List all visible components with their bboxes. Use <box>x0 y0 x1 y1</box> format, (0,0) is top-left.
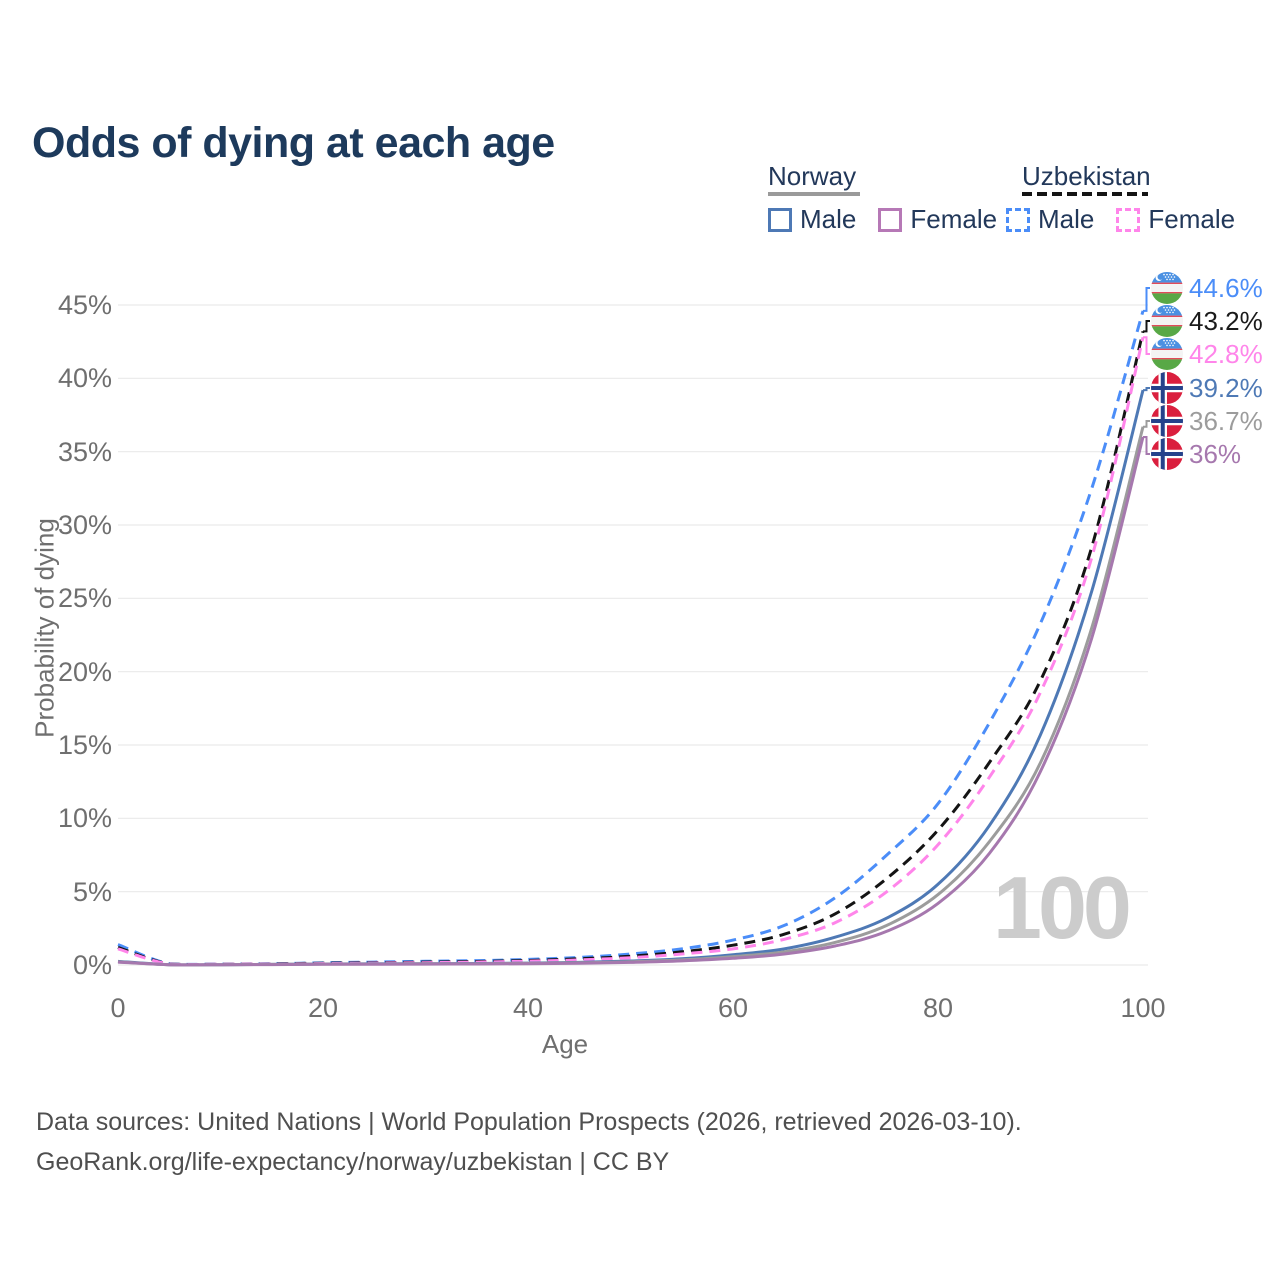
end-label-uzbekistan-both: 43.2% <box>1151 305 1263 337</box>
series-line-uzbekistan-female <box>117 336 1145 967</box>
uzbekistan-flag-icon <box>1151 338 1183 370</box>
end-label-value-norway-female: 36% <box>1189 438 1242 469</box>
legend-uzbekistan-female-swatch[interactable] <box>1116 207 1141 232</box>
legend-norway-female-swatch[interactable] <box>878 207 903 232</box>
y-tick-label-0: 0% <box>72 950 112 980</box>
norway-flag-icon <box>1151 438 1183 470</box>
norway-flag-icon <box>1151 372 1183 404</box>
series-line-uzbekistan-male <box>117 310 1145 966</box>
legend-group-uzbekistan-title[interactable]: Uzbekistan <box>1022 161 1151 191</box>
end-label-norway-female: 36% <box>1151 438 1241 470</box>
x-axis-title: Age <box>541 1029 589 1059</box>
legend-norway-male-swatch[interactable] <box>768 207 792 232</box>
legend-uzbekistan-line-swatch <box>1022 192 1148 196</box>
y-tick-label-30: 30% <box>57 509 112 540</box>
end-label-value-norway-both: 36.7% <box>1189 405 1263 436</box>
end-label-leader-norway-both <box>1143 420 1150 428</box>
y-axis-title: Probability of dying <box>29 518 60 738</box>
end-label-leader-norway-female <box>1143 435 1150 455</box>
end-label-leader-uzbekistan-both <box>1143 320 1150 333</box>
x-tick-label-0: 0 <box>110 993 126 1023</box>
y-tick-label-35: 35% <box>57 436 112 467</box>
uzbekistan-flag-icon <box>1151 305 1183 337</box>
legend-group-norway-title[interactable]: Norway <box>768 161 857 191</box>
end-label-norway-both: 36.7% <box>1151 405 1263 437</box>
end-label-uzbekistan-female: 42.8% <box>1151 338 1263 370</box>
end-label-norway-male: 39.2% <box>1151 372 1263 404</box>
x-tick-label-20: 20 <box>307 993 339 1023</box>
end-label-value-norway-male: 39.2% <box>1189 372 1263 403</box>
y-tick-label-15: 15% <box>57 729 112 760</box>
y-tick-label-10: 10% <box>57 803 112 834</box>
end-label-leader-uzbekistan-male <box>1143 287 1150 312</box>
y-tick-label-40: 40% <box>57 363 112 394</box>
y-tick-label-25: 25% <box>57 583 112 614</box>
end-label-value-uzbekistan-female: 42.8% <box>1189 338 1263 369</box>
legend-uzbekistan-male-label[interactable]: Male <box>1038 204 1095 234</box>
x-tick-label-60: 60 <box>717 993 749 1023</box>
x-tick-label-80: 80 <box>922 993 954 1023</box>
norway-flag-icon <box>1151 405 1183 437</box>
uzbekistan-flag-icon <box>1151 272 1183 304</box>
end-label-value-uzbekistan-both: 43.2% <box>1189 305 1263 336</box>
legend-uzbekistan-male-swatch[interactable] <box>1006 207 1030 232</box>
y-tick-label-20: 20% <box>57 656 112 687</box>
data-source-note: Data sources: United Nations | World Pop… <box>36 1108 1022 1136</box>
x-tick-label-100: 100 <box>1120 993 1166 1023</box>
attribution-note[interactable]: GeoRank.org/life-expectancy/norway/uzbek… <box>36 1148 670 1176</box>
series-line-norway-male <box>117 389 1145 967</box>
x-tick-label-40: 40 <box>512 993 544 1023</box>
age-counter-watermark: 100 <box>993 858 1132 957</box>
page-title: Odds of dying at each age <box>32 118 555 167</box>
y-tick-label-45: 45% <box>57 289 112 320</box>
end-label-uzbekistan-male: 44.6% <box>1151 272 1263 304</box>
y-tick-label-5: 5% <box>72 876 112 907</box>
series-line-uzbekistan-both <box>117 331 1145 967</box>
series-line-norway-female <box>117 436 1145 967</box>
end-label-value-uzbekistan-male: 44.6% <box>1189 272 1263 303</box>
legend-norway-male-label[interactable]: Male <box>800 204 857 234</box>
legend-uzbekistan-female-label[interactable]: Female <box>1148 204 1236 234</box>
end-label-leader-norway-male <box>1143 387 1150 392</box>
series-line-norway-both <box>117 426 1145 967</box>
legend-norway-line-swatch <box>768 192 860 196</box>
end-label-leader-uzbekistan-female <box>1143 336 1150 355</box>
legend-norway-female-label[interactable]: Female <box>910 204 998 234</box>
